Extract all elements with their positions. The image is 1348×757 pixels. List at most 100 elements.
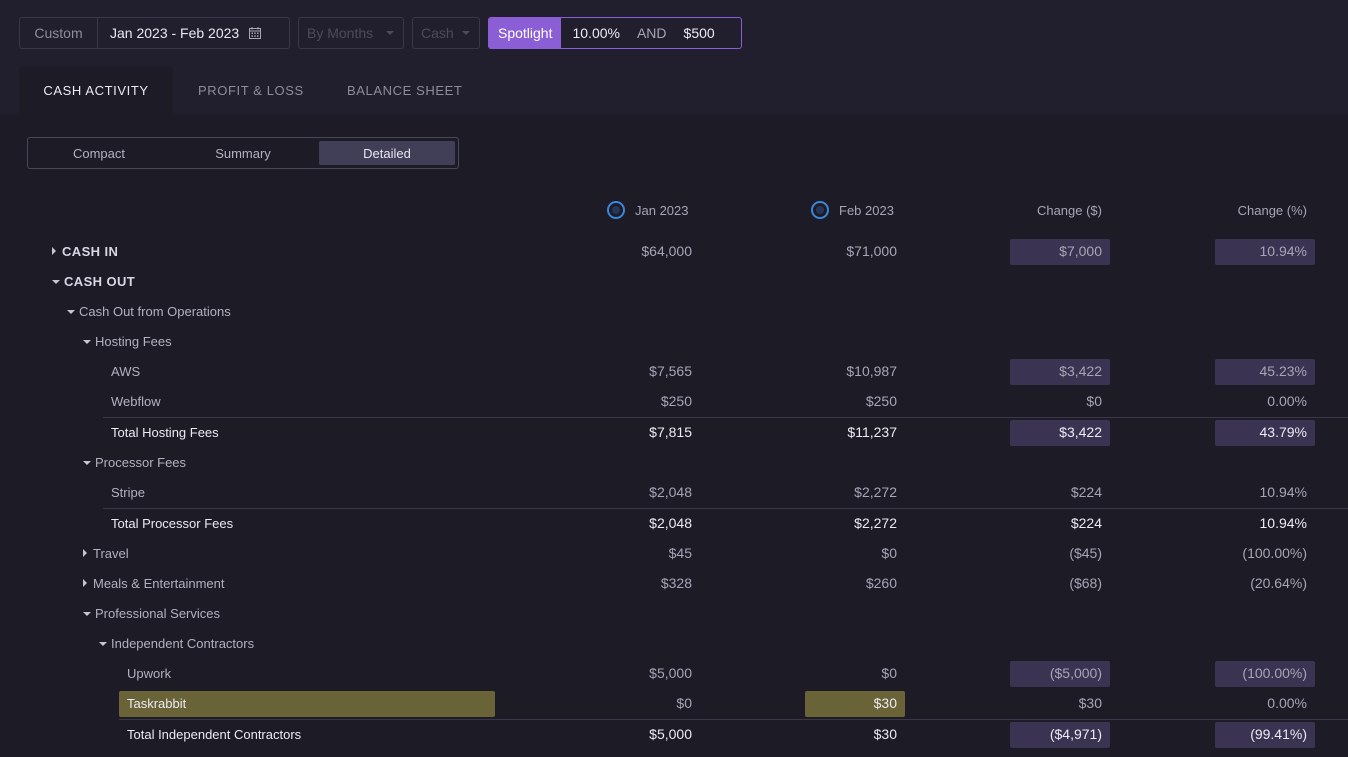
row-divider [103,508,1348,509]
cell-change-amount: $3,422 [1059,424,1102,440]
view-toggle: Compact Summary Detailed [27,137,459,169]
cell-feb: $10,987 [846,363,897,379]
row-label: Total Independent Contractors [127,727,301,742]
caret-down-icon[interactable] [83,612,91,616]
row-label: Webflow [111,394,161,409]
custom-range-label[interactable]: Custom [20,18,98,48]
row-label-text: Webflow [111,394,161,409]
row-label: Upwork [127,666,171,681]
cell-jan: $45 [668,545,692,561]
row-label: Total Processor Fees [111,516,233,531]
column-header-change-percent: Change (%) [1237,203,1307,218]
cell-feb: $30 [873,695,897,711]
row-label-text: Cash Out from Operations [79,304,231,319]
row-label[interactable]: Processor Fees [83,455,186,470]
row-label[interactable]: Cash Out from Operations [67,304,231,319]
cell-feb: $30 [873,726,897,742]
cell-change-percent: 0.00% [1267,695,1307,711]
cell-feb: $250 [865,393,897,409]
spotlight-button[interactable]: Spotlight [489,18,562,48]
row-label-text: Total Hosting Fees [111,425,219,440]
basis-dropdown[interactable]: Cash [412,17,480,49]
row-label-text: CASH OUT [64,274,136,289]
row-label: AWS [111,364,140,379]
row-label[interactable]: CASH IN [52,244,118,259]
row-label-text: Travel [93,546,129,561]
caret-down-icon[interactable] [83,340,91,344]
row-label: Taskrabbit [127,696,186,711]
row-label-text: Total Processor Fees [111,516,234,531]
spotlight-chip-percent [1215,420,1315,446]
caret-right-icon[interactable] [83,579,87,587]
cell-change-amount: ($68) [1069,575,1102,591]
row-label[interactable]: Travel [83,546,129,561]
caret-down-icon[interactable] [67,310,75,314]
spotlight-amount[interactable]: $500 [683,25,715,41]
spotlight-percent[interactable]: 10.00% [572,25,620,41]
caret-right-icon[interactable] [83,549,87,557]
basis-value: Cash [421,25,454,41]
row-label-text: Upwork [127,666,172,681]
spotlight-filter[interactable]: Spotlight 10.00% AND $500 [488,17,742,49]
period-dropdown[interactable]: By Months [298,17,404,49]
caret-down-icon[interactable] [52,280,60,284]
row-label-text: AWS [111,364,141,379]
cell-feb: $2,272 [854,515,897,531]
cell-change-percent: 10.94% [1259,515,1307,531]
row-label[interactable]: Hosting Fees [83,334,172,349]
cell-jan: $250 [660,393,692,409]
row-label: Stripe [111,485,145,500]
cell-change-amount: ($4,971) [1049,726,1102,742]
tab-cash-activity[interactable]: CASH ACTIVITY [19,66,173,114]
row-label-text: Professional Services [95,606,220,621]
tab-balance-sheet[interactable]: BALANCE SHEET [347,82,463,98]
top-bar [0,0,1348,114]
calendar-icon[interactable] [249,27,262,39]
caret-down-icon[interactable] [99,642,107,646]
date-range-value[interactable]: Jan 2023 - Feb 2023 [110,25,240,41]
spotlight-chip-change [1010,359,1110,385]
feb-series-toggle-icon[interactable] [811,201,829,219]
cell-change-amount: ($45) [1069,545,1102,561]
spotlight-chip-change [1010,722,1110,748]
cell-feb: $0 [881,545,897,561]
cell-feb: $260 [865,575,897,591]
cell-jan: $64,000 [641,243,692,259]
row-label-text: Meals & Entertainment [93,576,225,591]
cell-change-amount: $0 [1086,393,1102,409]
row-label-text: Independent Contractors [111,636,255,651]
caret-right-icon[interactable] [52,247,56,255]
date-range-picker[interactable]: Custom Jan 2023 - Feb 2023 [19,17,290,49]
row-label[interactable]: CASH OUT [52,274,135,289]
cell-jan: $2,048 [649,484,692,500]
cell-change-amount: $7,000 [1059,243,1102,259]
row-label-text: Taskrabbit [127,696,187,711]
row-label[interactable]: Professional Services [83,606,220,621]
cell-change-amount: $30 [1078,695,1102,711]
row-label[interactable]: Independent Contractors [99,636,254,651]
row-label[interactable]: Meals & Entertainment [83,576,225,591]
row-divider [103,417,1348,418]
cell-change-amount: ($5,000) [1049,665,1102,681]
view-detailed[interactable]: Detailed [319,141,455,165]
cell-change-percent: 10.94% [1259,484,1307,500]
view-compact[interactable]: Compact [72,145,126,161]
chevron-down-icon [462,31,470,35]
chevron-down-icon [386,31,394,35]
cell-change-percent: (100.00%) [1242,545,1307,561]
column-header-feb: Feb 2023 [839,203,894,218]
tab-profit-loss[interactable]: PROFIT & LOSS [198,82,304,98]
spotlight-chip-percent [1215,661,1315,687]
cell-change-percent: (99.41%) [1250,726,1307,742]
caret-down-icon[interactable] [83,461,91,465]
cell-jan: $5,000 [649,665,692,681]
cell-change-percent: 45.23% [1259,363,1307,379]
spotlight-chip-change [1010,420,1110,446]
view-summary[interactable]: Summary [215,145,271,161]
cell-change-amount: $224 [1070,515,1102,531]
jan-series-toggle-icon[interactable] [607,201,625,219]
cell-jan: $7,565 [649,363,692,379]
cell-jan: $7,815 [649,424,692,440]
cell-jan: $0 [676,695,692,711]
cell-change-percent: (20.64%) [1250,575,1307,591]
